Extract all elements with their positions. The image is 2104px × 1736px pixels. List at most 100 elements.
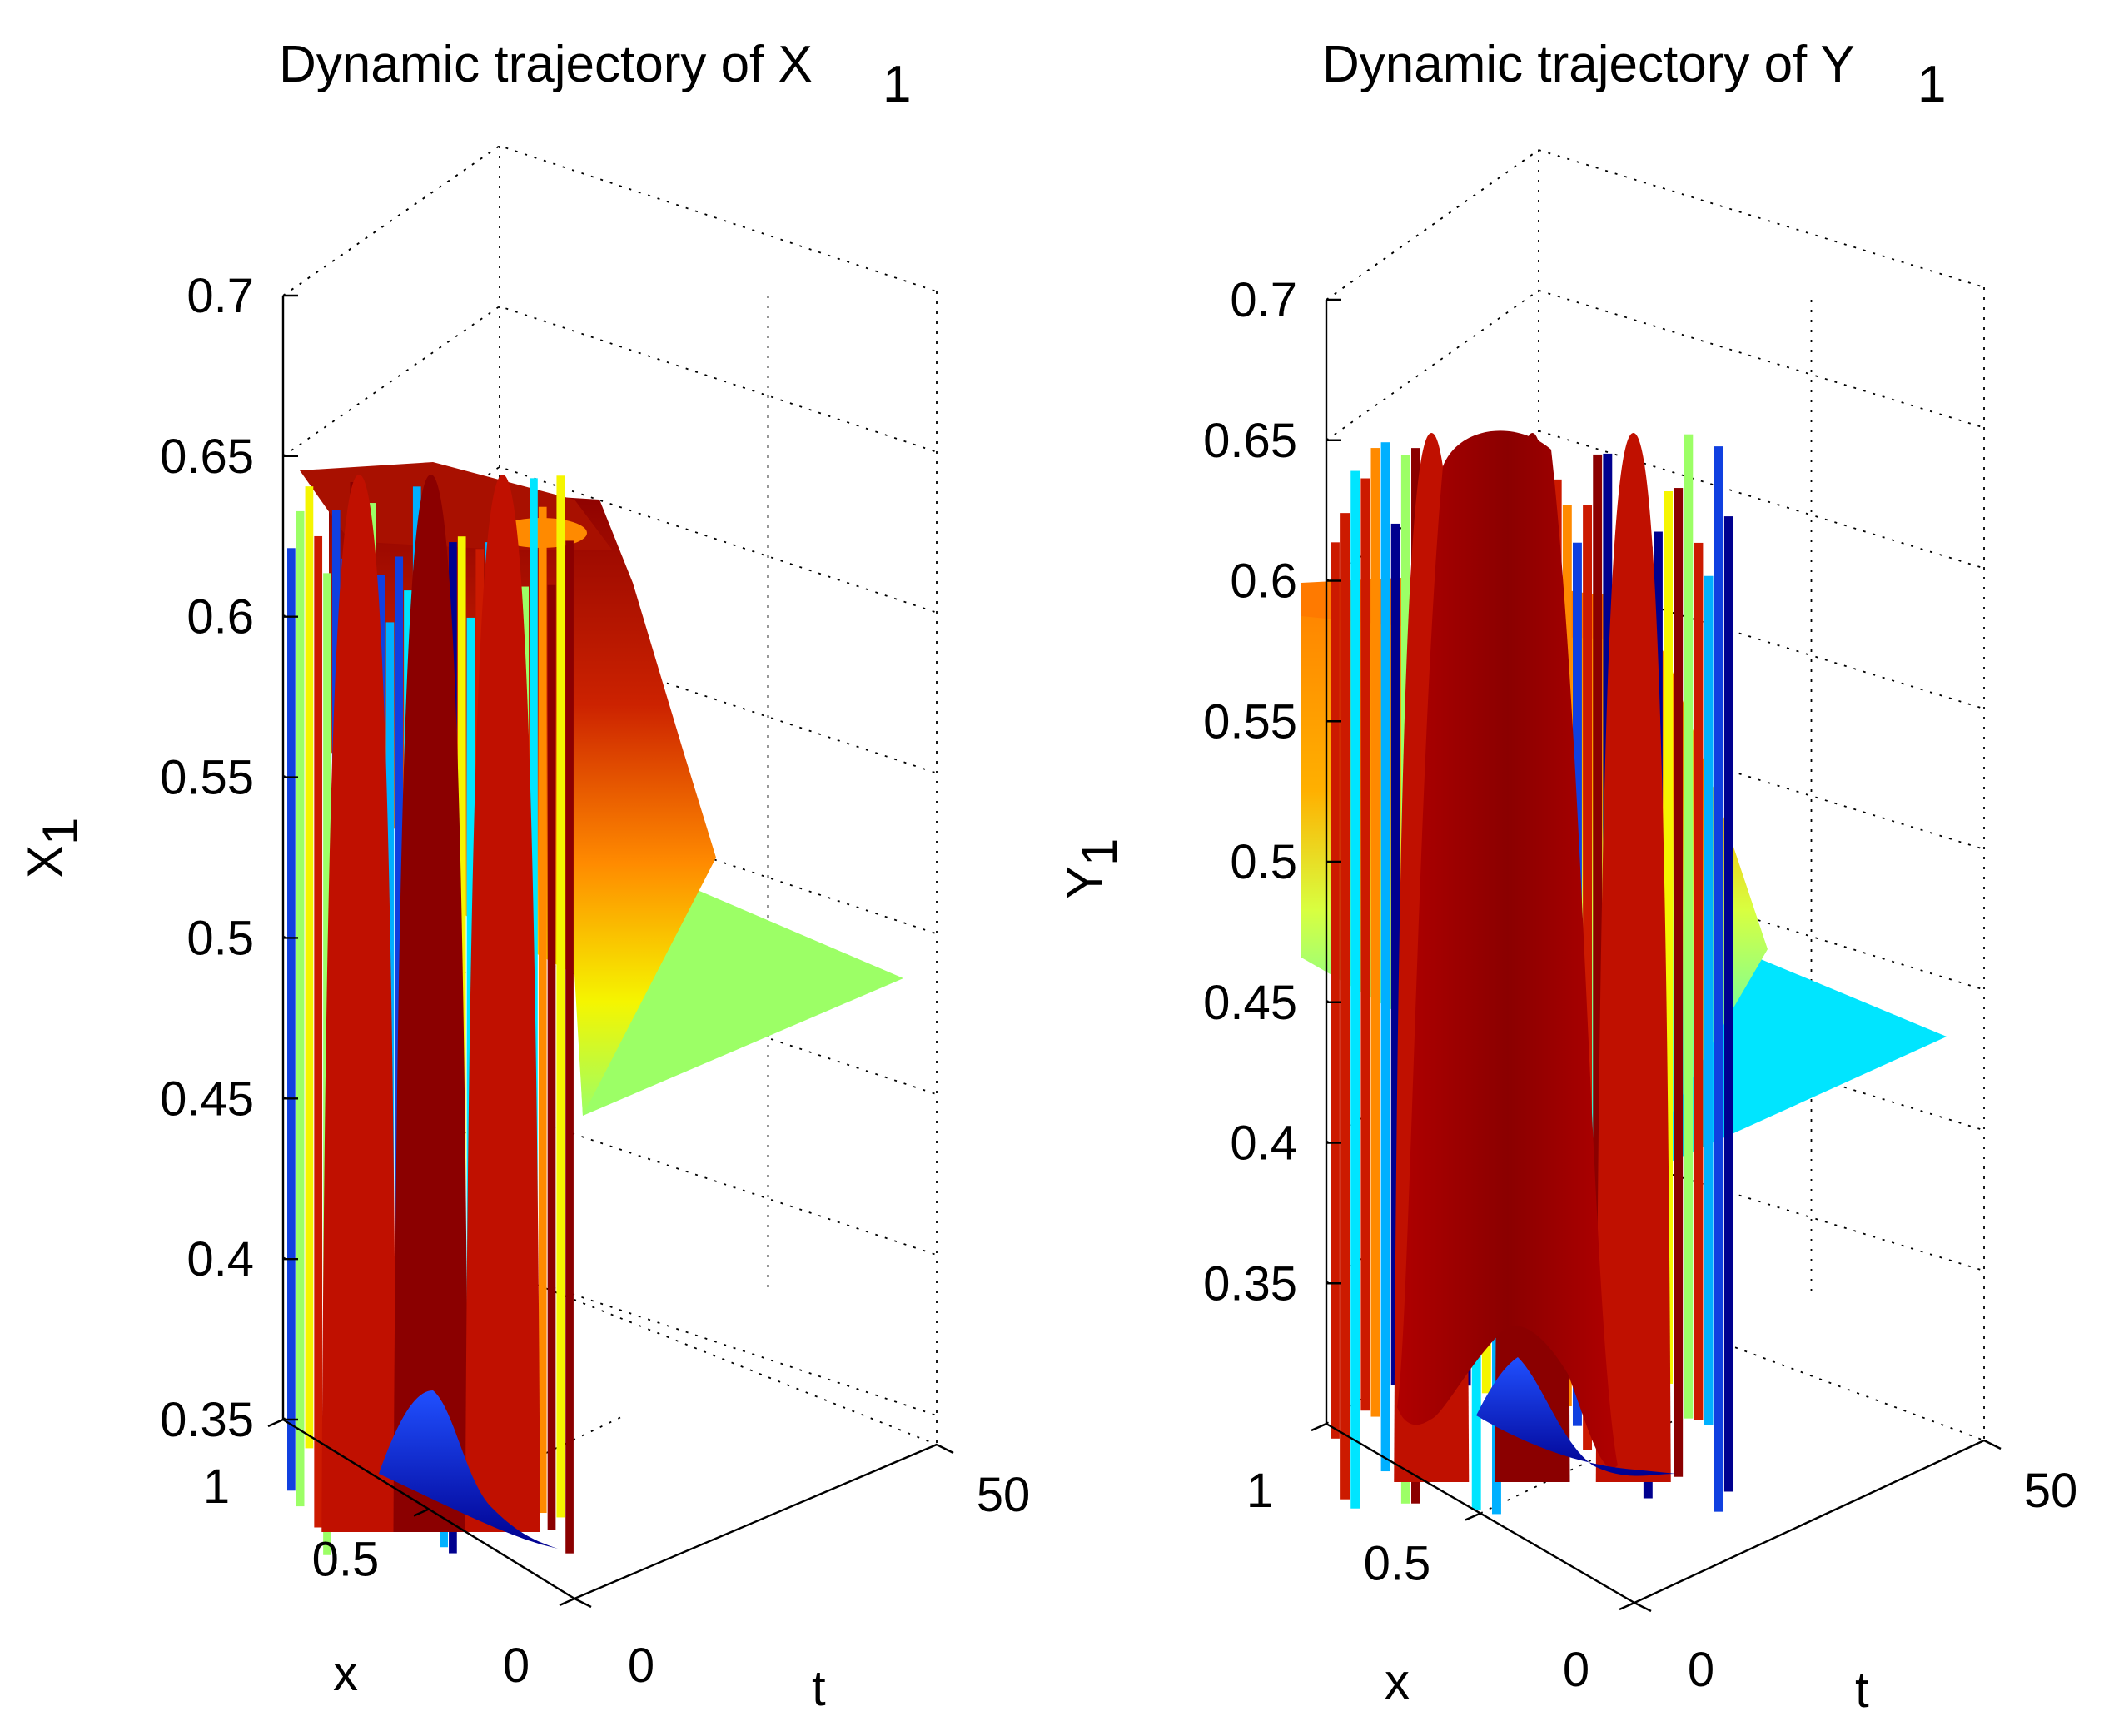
x-tick-label: 0.5 (1364, 1537, 1431, 1591)
z-tick-label: 0.45 (160, 1072, 254, 1126)
surface-ridge-strip (1583, 505, 1593, 1450)
surface-ridge-strip (287, 548, 296, 1491)
chart-y1-svg: Dynamic trajectory of Y 1 0.35 0.4 0.45 0.5… (1057, 36, 2078, 1718)
t-tick-label: 0 (628, 1639, 654, 1693)
t-tick-mark (1983, 1439, 2002, 1450)
t-tick-label: 50 (2024, 1464, 2078, 1518)
z-tick-label: 0.4 (187, 1232, 254, 1286)
z-tick-label: 0.6 (1230, 555, 1297, 609)
surface-ridge-strip (305, 486, 314, 1449)
grid-z-line (282, 948, 938, 1100)
grid-z-line (1326, 430, 1985, 582)
surface-ridge-strip (565, 540, 574, 1554)
grid-z-line (282, 787, 938, 939)
t-tick-mark (1634, 1601, 1652, 1613)
chart-title: Dynamic trajectory of X (279, 36, 813, 93)
surface-ridge-strip (1370, 448, 1380, 1417)
grid-z-line (1326, 149, 1985, 301)
z-tick-label: 0.45 (1203, 976, 1297, 1030)
grid-z-line (282, 1108, 938, 1260)
surface-ridge-peak (465, 475, 540, 1532)
surface-ridge-strip (547, 584, 556, 1530)
surface-ridges (287, 475, 574, 1555)
t-axis-label: t (1855, 1662, 1869, 1718)
surface-ridge-strip (1664, 490, 1674, 1384)
surface-ridge-strip (1593, 454, 1603, 1422)
surface-ridge-strip (1704, 575, 1714, 1425)
surface-ridge-strip (1694, 542, 1704, 1420)
t-tick-label: 0 (1688, 1643, 1714, 1697)
grid-z-line (282, 626, 938, 778)
surface-ridge-peak (1595, 433, 1671, 1482)
grid-floor-back-t (499, 1269, 938, 1445)
t-tick-mark (574, 1597, 592, 1609)
t-axis-line (574, 1443, 938, 1600)
chart-panel-y1: Dynamic trajectory of Y 1 0.35 0.4 0.45 0.5… (1052, 0, 2103, 1736)
surface (287, 462, 903, 1555)
chart-title-subscript: 1 (883, 56, 911, 113)
z-axis-label: Y 1 (1057, 838, 1127, 899)
x-tick-mark (1465, 1512, 1481, 1521)
surface-ridge-strip (1674, 488, 1684, 1477)
x-ticks: 00.51 (203, 1418, 575, 1693)
grid-z-line (282, 1269, 938, 1420)
surface-ridge-strip (296, 510, 305, 1507)
z-tick-label: 0.5 (1230, 835, 1297, 889)
x-tick-label: 0 (1563, 1643, 1589, 1697)
surface-peak-column (1397, 430, 1618, 1469)
t-ticks: 0 50 (1634, 1439, 2078, 1697)
svg-text:X: X (17, 845, 73, 878)
x-axis-label: x (333, 1645, 358, 1701)
x-axis-label: x (1385, 1654, 1410, 1709)
z-axis-label: X 1 (17, 818, 88, 878)
surface-ridge-strip (1390, 523, 1400, 1386)
x-tick-mark (413, 1508, 430, 1517)
x-tick-mark (267, 1418, 284, 1428)
t-ticks: 0 50 (574, 1443, 1031, 1693)
surface-ridge-strip (1331, 542, 1340, 1439)
x-tick-label: 1 (1246, 1464, 1273, 1518)
surface-trough (1476, 1357, 1676, 1476)
t-axis-label: t (812, 1660, 826, 1716)
z-tick-label: 0.55 (160, 751, 254, 805)
grid-z-line (282, 305, 938, 457)
z-tick-label: 0.6 (187, 590, 254, 644)
x-tick-label: 1 (203, 1460, 230, 1514)
grid-z-line (282, 465, 938, 618)
svg-text:1: 1 (32, 818, 88, 845)
z-tick-label: 0.65 (160, 430, 254, 484)
chart-title-subscript: 1 (1917, 56, 1946, 113)
grid-z-line (1326, 289, 1985, 441)
z-ticks: 0.35 0.4 0.45 0.5 0.55 0.6 0.65 0.7 (1203, 273, 1341, 1311)
surface-ridge-peak (393, 475, 469, 1532)
chart-x1-svg: Dynamic trajectory of X 1 0.35 0.4 0.45 0.5… (17, 36, 1031, 1716)
x-tick-mark (1619, 1601, 1635, 1611)
surface-ridge-peak (321, 475, 397, 1532)
x-tick-mark (1311, 1422, 1327, 1432)
x-tick-label: 0 (503, 1639, 530, 1693)
z-tick-label: 0.65 (1203, 414, 1297, 468)
surface-ridge-strip (314, 535, 323, 1528)
surface-ridge-strip (556, 475, 565, 1518)
grid-top-edge (1326, 149, 1539, 301)
z-tick-label: 0.35 (160, 1393, 254, 1447)
chart-title: Dynamic trajectory of Y (1322, 36, 1855, 93)
t-axis-line (1634, 1439, 1985, 1604)
x-tick-label: 0.5 (312, 1533, 380, 1587)
z-tick-label: 0.35 (1203, 1256, 1297, 1311)
surface-ridge-strip (1723, 516, 1733, 1492)
z-ticks: 0.35 0.4 0.45 0.5 0.55 0.6 0.65 0.7 (160, 269, 298, 1447)
surface-ridge-strip (1714, 446, 1723, 1512)
surface-ridge-strip (538, 506, 547, 1514)
z-tick-label: 0.4 (1230, 1117, 1297, 1171)
svg-text:Y: Y (1057, 866, 1112, 899)
z-tick-label: 0.5 (187, 911, 254, 965)
x-ticks: 00.51 (1246, 1422, 1635, 1697)
t-tick-label: 50 (977, 1468, 1031, 1522)
svg-text:1: 1 (1072, 838, 1127, 866)
grid-z-line (282, 145, 938, 296)
x-tick-mark (559, 1597, 575, 1607)
surface-ridge-strip (1340, 513, 1350, 1500)
surface-ridge-strip (1360, 478, 1370, 1411)
surface-ridge-strip (1350, 470, 1360, 1509)
